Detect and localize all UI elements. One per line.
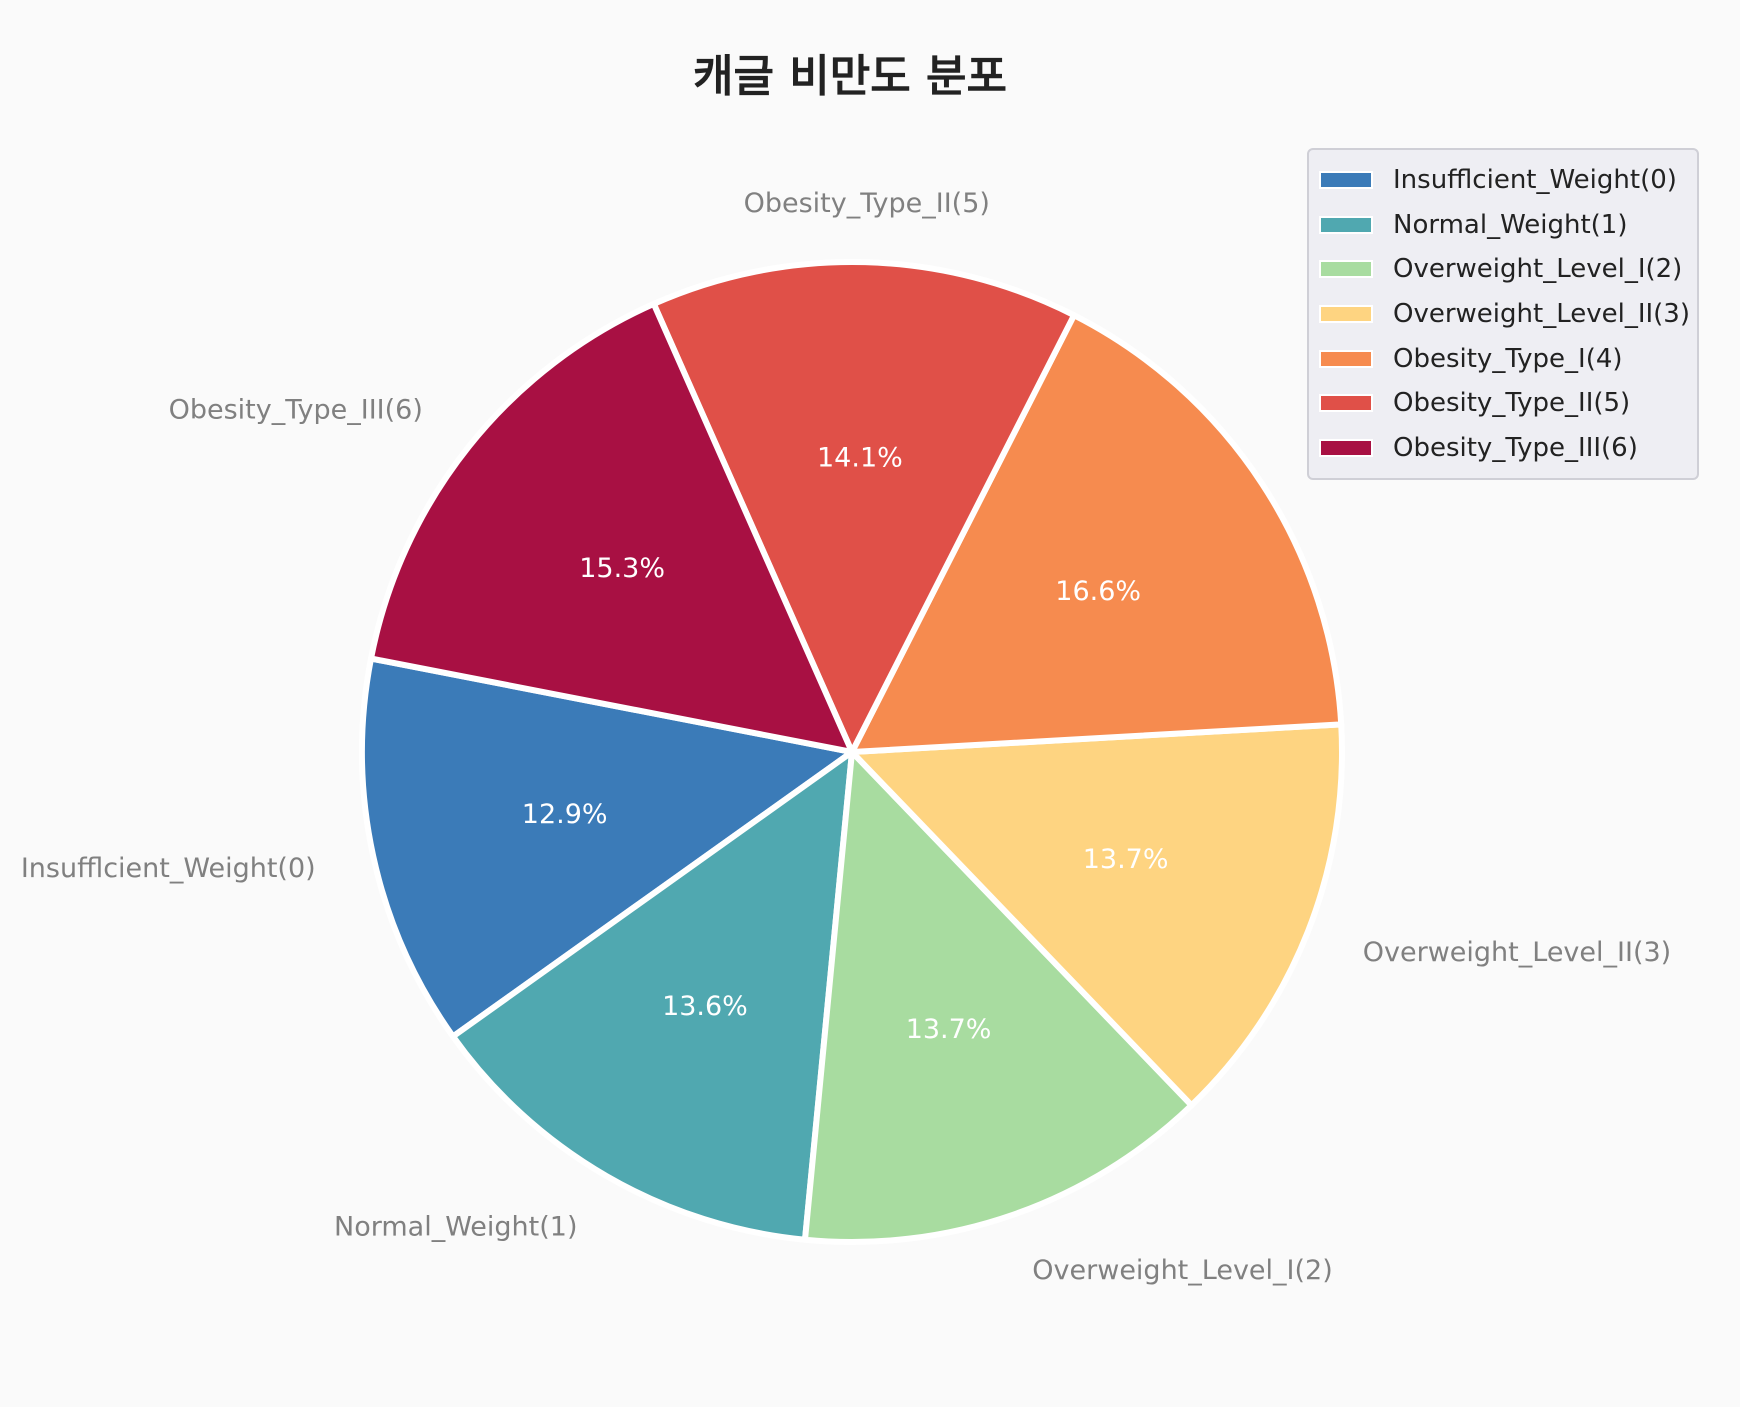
legend-label: Overweight_Level_II(3) <box>1393 299 1690 330</box>
chart-title: 캐글 비만도 분포 <box>693 51 1007 102</box>
pie-slice-2 <box>801 749 1195 1245</box>
legend-label: Obesity_Type_III(6) <box>1393 432 1638 463</box>
legend-item: Normal_Weight(1) <box>1309 203 1697 248</box>
legend-label: Normal_Weight(1) <box>1393 209 1628 240</box>
legend-item: Obesity_Type_II(5) <box>1309 381 1697 426</box>
slice-category-label: Insufflcient_Weight(0) <box>21 853 316 884</box>
pie-slice-1 <box>450 749 855 1243</box>
slice-category-label: Normal_Weight(1) <box>334 1212 578 1243</box>
legend-swatch <box>1319 394 1373 413</box>
slice-percent-label: 15.3% <box>579 553 665 584</box>
slice-category-label: Overweight_Level_I(2) <box>1032 1255 1332 1286</box>
pie-slice-3 <box>849 721 1345 1109</box>
legend-swatch <box>1319 349 1373 368</box>
legend-swatch <box>1319 171 1373 190</box>
legend-swatch <box>1319 260 1373 279</box>
legend-swatch <box>1319 305 1373 324</box>
slice-percent-label: 13.7% <box>906 1014 992 1045</box>
pie-slice-5 <box>650 259 1078 755</box>
legend-label: Obesity_Type_I(4) <box>1393 343 1623 374</box>
legend-item: Overweight_Level_II(3) <box>1309 292 1697 337</box>
legend-item: Insufflcient_Weight(0) <box>1309 158 1697 203</box>
legend-item: Overweight_Level_I(2) <box>1309 247 1697 292</box>
slice-percent-label: 13.6% <box>662 991 748 1022</box>
pie-slice-6 <box>368 300 855 755</box>
legend-swatch <box>1319 438 1373 457</box>
slice-percent-label: 16.6% <box>1055 576 1141 607</box>
legend-label: Overweight_Level_I(2) <box>1393 254 1683 285</box>
legend-label: Insufflcient_Weight(0) <box>1393 165 1677 196</box>
slice-category-label: Obesity_Type_II(5) <box>744 188 990 219</box>
pie-slice-4 <box>849 312 1345 755</box>
legend-item: Obesity_Type_III(6) <box>1309 426 1697 471</box>
legend-swatch <box>1319 215 1373 234</box>
slice-percent-label: 14.1% <box>817 443 903 474</box>
legend: Insufflcient_Weight(0) Normal_Weight(1) Ov… <box>1307 148 1699 481</box>
slice-percent-label: 13.7% <box>1083 844 1169 875</box>
slice-category-label: Obesity_Type_III(6) <box>169 394 423 425</box>
slice-category-label: Overweight_Level_II(3) <box>1363 937 1671 968</box>
legend-item: Obesity_Type_I(4) <box>1309 336 1697 381</box>
slice-percent-label: 12.9% <box>522 799 608 830</box>
pie-slice-0 <box>359 655 855 1040</box>
legend-label: Obesity_Type_II(5) <box>1393 388 1631 419</box>
